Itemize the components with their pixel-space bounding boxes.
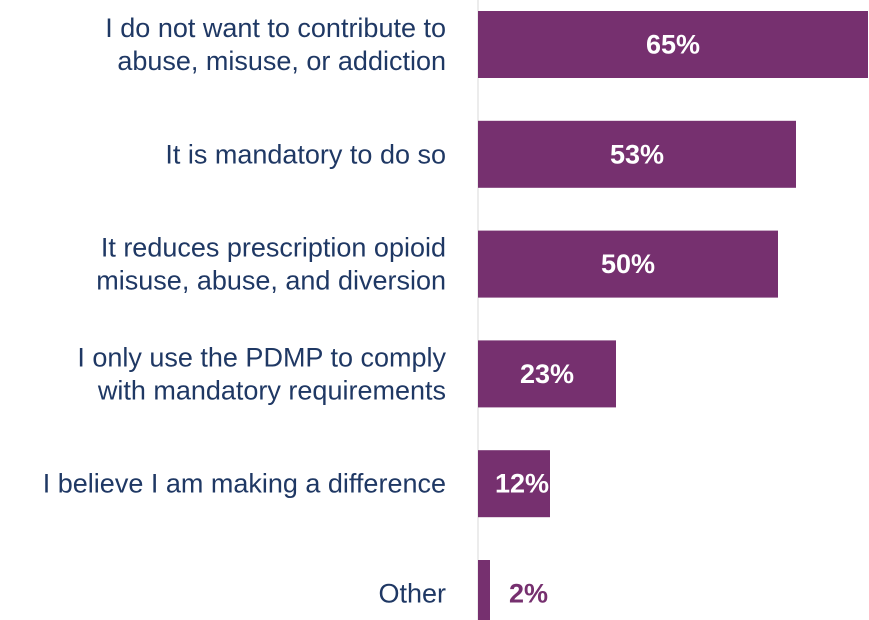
bar	[478, 11, 868, 78]
category-label: Other	[378, 579, 446, 609]
category-label: I believe I am making a difference	[43, 469, 446, 499]
value-label: 23%	[520, 359, 574, 389]
bar	[478, 340, 616, 408]
category-label: It reduces prescription opioid	[101, 233, 446, 263]
category-label: with mandatory requirements	[97, 375, 446, 405]
value-labels: 65% 53% 50% 23% 12% 2%	[495, 30, 700, 609]
bar	[478, 230, 778, 298]
value-label: 2%	[509, 579, 548, 609]
category-label: misuse, abuse, and diversion	[96, 266, 446, 296]
bars-layer	[478, 11, 868, 620]
category-label: I do not want to contribute to	[105, 13, 446, 43]
value-label: 12%	[495, 469, 549, 499]
bar	[478, 120, 796, 188]
category-label: abuse, misuse, or addiction	[117, 46, 446, 76]
bar	[478, 450, 550, 518]
value-label: 65%	[646, 30, 700, 60]
value-label: 50%	[601, 249, 655, 279]
value-label: 53%	[610, 139, 664, 169]
category-label: It is mandatory to do so	[165, 139, 446, 169]
bar	[478, 560, 490, 620]
category-label: I only use the PDMP to comply	[77, 342, 446, 372]
